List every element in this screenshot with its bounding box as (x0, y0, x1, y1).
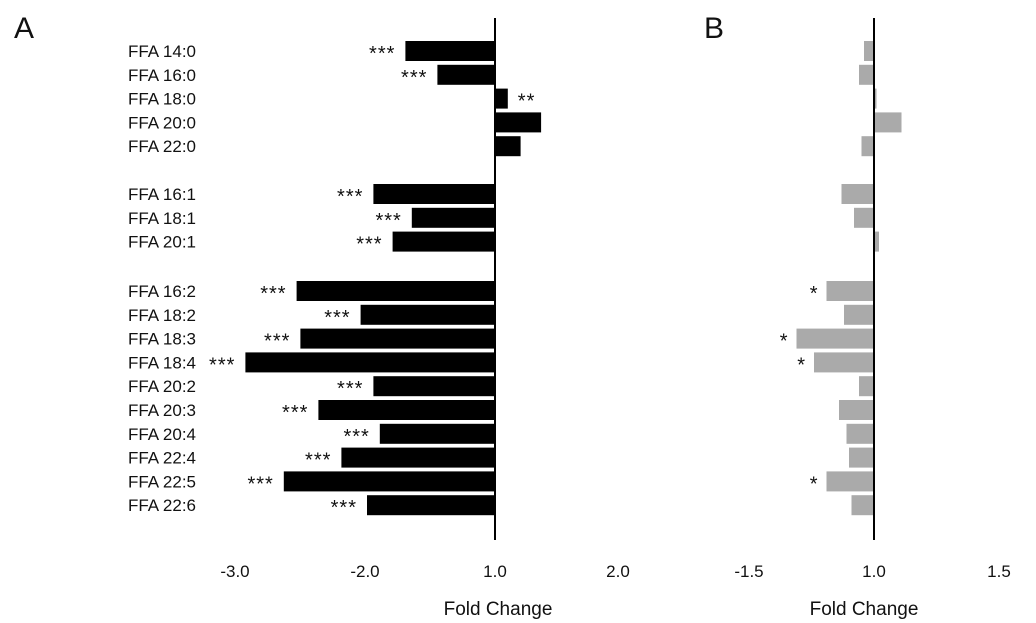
category-label: FFA 20:3 (128, 401, 196, 420)
significance-marker: *** (331, 497, 357, 519)
bar-ffa-18-0 (495, 88, 508, 109)
bar-ffa-18-0 (874, 88, 877, 109)
bar-ffa-20-0 (874, 112, 902, 133)
x-tick-label: -2.0 (350, 562, 379, 581)
category-label: FFA 18:1 (128, 209, 196, 228)
bar-ffa-22-4 (849, 447, 874, 468)
significance-marker: *** (260, 283, 286, 305)
significance-marker: *** (337, 378, 363, 400)
panel-b-x-axis-title: Fold Change (810, 599, 919, 620)
significance-marker: *** (356, 234, 382, 256)
significance-marker: *** (247, 473, 273, 495)
x-tick-label: -3.0 (220, 562, 249, 581)
x-tick-label: 2.0 (606, 562, 630, 581)
bar-ffa-20-3 (839, 400, 874, 420)
category-label: FFA 22:4 (128, 449, 196, 468)
category-label: FFA 20:1 (128, 233, 196, 252)
bar-ffa-16-2 (826, 281, 874, 301)
bar-ffa-18-3 (796, 328, 874, 349)
category-label: FFA 20:0 (128, 113, 196, 132)
category-label: FFA 20:4 (128, 425, 196, 444)
significance-marker: *** (337, 186, 363, 208)
bar-ffa-16-0 (859, 64, 874, 85)
category-label: FFA 18:4 (128, 353, 196, 372)
category-label: FFA 22:0 (128, 137, 196, 156)
bar-ffa-18-1 (854, 207, 874, 228)
panel-b-bars (796, 18, 902, 540)
category-label: FFA 22:6 (128, 496, 196, 515)
significance-marker: ** (518, 91, 536, 113)
bar-ffa-18-2 (360, 304, 495, 325)
significance-marker: *** (305, 450, 331, 472)
bar-ffa-20-4 (846, 423, 874, 444)
bar-ffa-22-5 (826, 471, 874, 492)
category-label: FFA 22:5 (128, 472, 196, 491)
bar-ffa-20-1 (392, 231, 495, 252)
bar-ffa-20-0 (495, 112, 542, 133)
x-tick-label: -1.5 (734, 562, 763, 581)
panel-a-letter: A (14, 12, 34, 45)
bar-ffa-16-1 (841, 184, 874, 204)
category-label: FFA 16:2 (128, 282, 196, 301)
x-tick-label: 1.0 (483, 562, 507, 581)
bar-ffa-16-1 (373, 184, 495, 204)
panel-b-letter: B (704, 12, 724, 45)
panel-a: A **************************************… (14, 12, 630, 620)
panel-b-significance: * * * * (780, 283, 819, 495)
bar-ffa-18-3 (300, 328, 495, 349)
bar-ffa-20-2 (373, 376, 495, 397)
significance-marker: *** (209, 354, 235, 376)
panel-a-bars (245, 18, 542, 540)
panel-a-ticks: -3.0 -2.0 1.0 2.0 (220, 562, 629, 581)
significance-marker: *** (282, 402, 308, 424)
significance-marker: * (780, 331, 789, 353)
bar-ffa-22-0 (861, 136, 874, 157)
significance-marker: *** (343, 426, 369, 448)
x-tick-label: 1.0 (862, 562, 886, 581)
bar-ffa-22-6 (851, 495, 874, 516)
significance-marker: *** (401, 67, 427, 89)
x-tick-label: 1.5 (987, 562, 1011, 581)
significance-marker: *** (324, 307, 350, 329)
bar-ffa-14-0 (864, 41, 874, 61)
panel-b-ticks: -1.5 1.0 1.5 (734, 562, 1010, 581)
category-label: FFA 18:0 (128, 90, 196, 109)
panel-a-significance: ****************************************… (209, 43, 536, 519)
category-label: FFA 20:2 (128, 377, 196, 396)
significance-marker: * (797, 354, 806, 376)
bar-ffa-18-1 (411, 207, 495, 228)
bar-ffa-20-4 (379, 423, 495, 444)
category-label: FFA 16:0 (128, 66, 196, 85)
panel-a-x-axis-title: Fold Change (444, 599, 553, 620)
bar-ffa-20-2 (859, 376, 874, 397)
category-label: FFA 16:1 (128, 185, 196, 204)
category-labels: FFA 14:0 FFA 16:0 FFA 18:0 FFA 20:0 FFA 22:0… (128, 42, 196, 515)
bar-ffa-20-3 (318, 400, 495, 420)
significance-marker: *** (369, 43, 395, 65)
category-label: FFA 18:2 (128, 306, 196, 325)
significance-marker: * (810, 473, 819, 495)
category-label: FFA 18:3 (128, 330, 196, 349)
significance-marker: *** (264, 331, 290, 353)
bar-ffa-16-2 (296, 281, 495, 301)
bar-ffa-16-0 (437, 64, 495, 85)
bar-ffa-22-4 (341, 447, 495, 468)
category-label: FFA 14:0 (128, 42, 196, 61)
bar-ffa-14-0 (405, 41, 495, 61)
bar-ffa-22-5 (283, 471, 495, 492)
bar-ffa-18-4 (814, 352, 874, 373)
bar-ffa-18-4 (245, 352, 495, 373)
significance-marker: * (810, 283, 819, 305)
bar-ffa-20-1 (874, 231, 879, 252)
panel-b: B * * * * -1.5 1.0 1.5 Fold Change (704, 12, 1011, 620)
bar-ffa-18-2 (844, 304, 874, 325)
significance-marker: *** (375, 210, 401, 232)
bar-ffa-22-0 (495, 136, 521, 157)
bar-ffa-22-6 (367, 495, 495, 516)
